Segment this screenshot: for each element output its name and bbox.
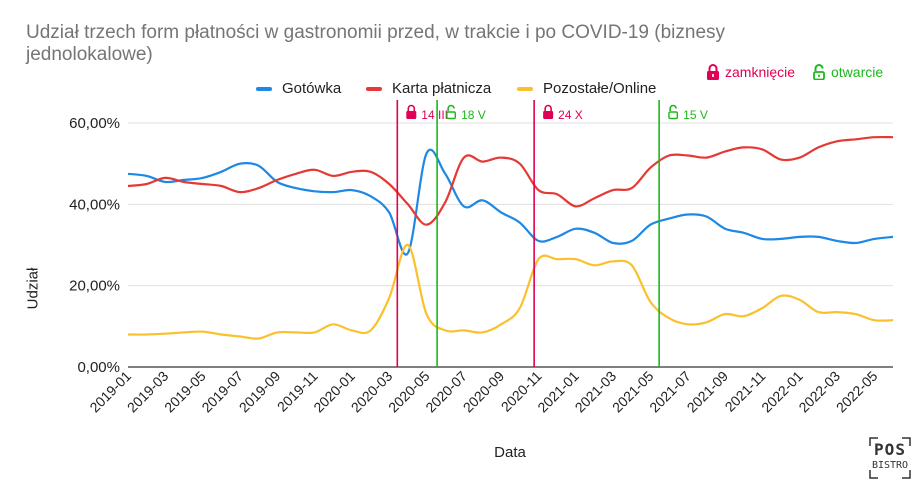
posbistro-logo: POS BISTRO — [868, 436, 912, 480]
legend-item-gotowka: Gotówka — [256, 80, 341, 97]
opening-key-label: otwarcie — [831, 64, 884, 80]
y-tick-label: 20,00% — [69, 278, 120, 295]
open-lock-icon — [446, 111, 457, 120]
x-tick-label: 2019-09 — [236, 368, 284, 416]
event-date-label: 15 V — [683, 108, 708, 122]
chart-legend: Gotówka Karta płatnicza Pozostałe/Online — [0, 80, 918, 100]
opening-key: otwarcie — [812, 64, 883, 80]
legend-item-karta: Karta płatnicza — [366, 80, 491, 97]
closed-lock-icon — [406, 111, 417, 119]
legend-label: Karta płatnicza — [392, 80, 492, 97]
y-tick-label: 0,00% — [77, 359, 120, 376]
legend-item-online: Pozostałe/Online — [517, 80, 656, 97]
logo-text-pos: POS — [874, 440, 906, 459]
event-date-label: 24 X — [558, 108, 583, 122]
legend-swatch — [256, 86, 272, 91]
series-line-online — [127, 243, 894, 340]
open-lock-icon — [813, 64, 825, 80]
open-lock-icon — [447, 104, 455, 111]
closed-lock-icon — [544, 104, 552, 111]
open-lock-icon — [669, 104, 677, 111]
legend-label: Pozostałe/Online — [543, 80, 657, 97]
x-tick-label: 2020-09 — [460, 368, 508, 416]
open-lock-icon — [668, 111, 679, 120]
logo-text-bistro: BISTRO — [871, 460, 909, 471]
logo-frame — [869, 437, 911, 479]
x-axis-label: Data — [494, 444, 526, 461]
closed-lock-icon — [407, 104, 416, 111]
closed-lock-icon — [707, 64, 719, 80]
series-line-gotowka — [127, 148, 894, 256]
x-tick-label: 2021-09 — [684, 368, 732, 416]
y-axis-label: Udział — [24, 267, 42, 310]
event-date-label: 18 V — [461, 108, 486, 122]
y-tick-label: 40,00% — [69, 196, 120, 213]
legend-swatch — [517, 86, 533, 91]
closing-key-label: zamknięcie — [725, 64, 796, 80]
chart-title: Udział trzech form płatności w gastronom… — [26, 22, 726, 65]
event-date-label: 14 III — [421, 108, 448, 122]
legend-label: Gotówka — [282, 80, 342, 97]
closed-lock-icon — [543, 111, 554, 119]
series-line-karta — [127, 135, 894, 226]
x-tick-label: 2022-05 — [833, 368, 881, 416]
y-tick-label: 60,00% — [69, 115, 120, 132]
legend-swatch — [366, 86, 382, 91]
closing-key: zamknięcie — [706, 64, 795, 80]
